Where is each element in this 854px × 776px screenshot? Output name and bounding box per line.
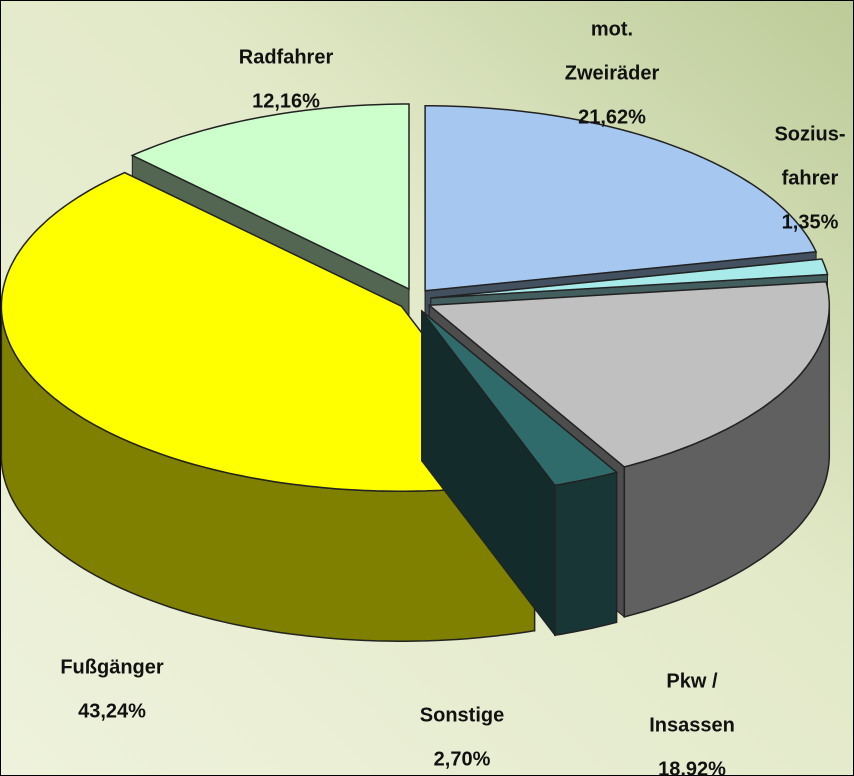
slice-side [554,471,618,637]
labels: mot. Zweiräder 21,62% Sozius-fahrer 1,35% Pkw… [60,18,845,776]
value-label: 2,70% [434,748,491,770]
slice [0,171,536,492]
category-label: Zweiräder [565,62,660,84]
value-label: 43,24% [78,700,146,722]
category-label: Fußgänger [60,656,164,678]
category-label: Insassen [649,714,735,736]
category-label: mot. [591,18,633,40]
category-label: Sonstige [420,704,504,726]
slice [421,310,619,487]
value-label: 21,62% [578,106,646,128]
category-label: fahrer [782,167,839,189]
slice [427,281,831,468]
category-label: Sozius- [774,123,845,145]
slice [430,258,829,299]
value-label: 12,16% [252,90,320,112]
category-label: Radfahrer [239,46,334,68]
pie [0,103,831,642]
slice [130,103,410,291]
slice [424,105,818,292]
value-label: 18,92% [658,758,726,776]
category-label: Pkw / [666,670,718,692]
value-label: 1,35% [782,211,839,233]
